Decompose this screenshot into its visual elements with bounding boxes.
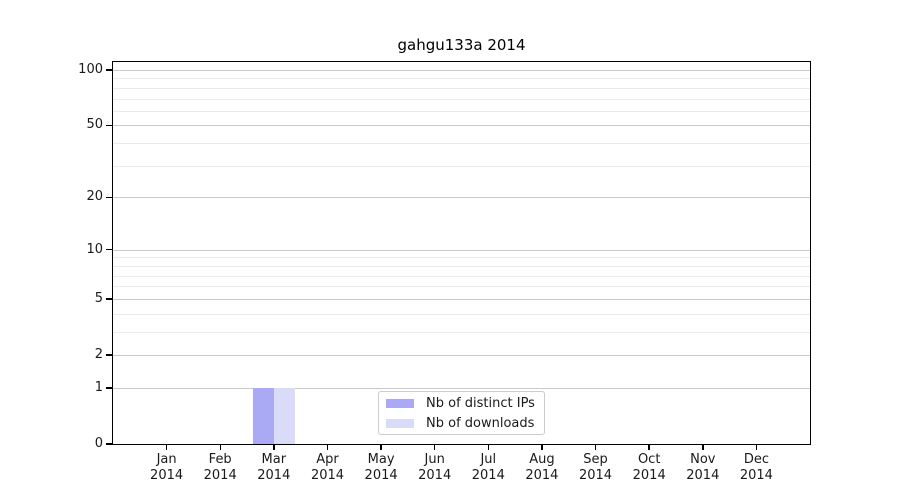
x-tick-mark [594, 444, 597, 450]
x-tick-mark [541, 444, 543, 450]
y-tick-mark [106, 248, 113, 251]
x-tick-year: 2014 [310, 468, 345, 483]
x-tick-month: Apr [316, 452, 339, 467]
x-tick-year: 2014 [418, 468, 452, 483]
minor-gridline [113, 257, 810, 259]
x-tick-mark [702, 444, 704, 450]
legend-swatch [386, 398, 414, 408]
x-tick-month: Jun [424, 452, 445, 467]
legend-swatch [386, 418, 414, 428]
x-tick-label: Mar 2014 [234, 452, 314, 484]
x-tick-mark [273, 444, 275, 450]
y-tick-mark [106, 298, 113, 300]
x-tick-year: 2014 [257, 468, 291, 483]
minor-gridline [113, 331, 810, 333]
x-tick-year: 2014 [364, 468, 398, 483]
x-tick-year: 2014 [739, 468, 773, 483]
minor-gridline [113, 165, 810, 167]
legend-label: Nb of downloads [426, 415, 535, 431]
x-tick-label: May 2014 [341, 452, 421, 484]
x-tick-label: Apr 2014 [288, 452, 368, 484]
x-tick-month: Dec [743, 452, 769, 467]
x-tick-month: Nov [690, 452, 716, 467]
major-gridline [113, 249, 810, 251]
major-gridline [113, 355, 810, 356]
legend-item: Nb of downloads [386, 416, 544, 431]
y-tick-mark [106, 124, 113, 127]
x-tick-mark [755, 444, 758, 450]
x-tick-year: 2014 [203, 468, 237, 483]
x-tick-year: 2014 [525, 468, 559, 483]
x-tick-mark [219, 444, 221, 450]
minor-gridline [113, 313, 810, 315]
minor-gridline [113, 98, 810, 100]
x-tick-label: Jul 2014 [448, 452, 528, 484]
x-tick-mark [326, 444, 329, 450]
major-gridline [113, 70, 810, 71]
x-tick-year: 2014 [150, 468, 184, 483]
x-tick-label: Oct 2014 [609, 452, 689, 484]
y-tick-label: 2 [94, 347, 103, 362]
x-tick-month: Oct [637, 452, 661, 467]
x-tick-month: Jul [480, 452, 497, 467]
x-tick-month: May [367, 452, 395, 467]
y-tick-label: 20 [86, 189, 103, 205]
x-tick-label: Sep 2014 [556, 452, 636, 484]
x-tick-month: Jan [156, 452, 177, 467]
x-tick-label: Aug 2014 [502, 452, 582, 484]
chart-title: gahgu133a 2014 [397, 36, 526, 54]
y-tick-label: 1 [94, 379, 103, 395]
x-tick-month: Sep [583, 452, 608, 467]
y-tick-mark [106, 443, 113, 445]
y-tick-label: 5 [94, 290, 103, 306]
y-tick-mark [106, 196, 113, 198]
major-gridline [113, 197, 810, 199]
x-tick-mark [433, 444, 436, 450]
x-tick-month: Aug [529, 452, 555, 467]
x-tick-label: Dec 2014 [716, 452, 796, 484]
y-tick-label: 0 [94, 436, 103, 451]
x-tick-mark [165, 444, 168, 450]
minor-gridline [113, 110, 810, 112]
minor-gridline [113, 286, 810, 288]
x-tick-mark [648, 444, 650, 450]
major-gridline [113, 125, 810, 127]
y-tick-label: 50 [86, 117, 103, 133]
legend: Nb of distinct IPs Nb of downloads [378, 391, 545, 435]
legend-label: Nb of distinct IPs [426, 395, 535, 411]
minor-gridline [113, 87, 810, 89]
y-tick-mark [106, 387, 113, 389]
x-tick-label: Nov 2014 [663, 452, 743, 484]
x-tick-year: 2014 [632, 468, 666, 483]
x-tick-month: Feb [208, 452, 232, 467]
x-tick-month: Mar [261, 452, 287, 467]
y-tick-label: 100 [78, 62, 103, 77]
y-tick-mark [106, 354, 113, 356]
x-tick-mark [380, 444, 382, 450]
minor-gridline [113, 275, 810, 277]
x-tick-mark [487, 444, 490, 450]
bar-downloads [273, 387, 295, 444]
x-tick-year: 2014 [471, 468, 505, 483]
y-tick-label: 10 [86, 241, 103, 257]
legend-item: Nb of distinct IPs [386, 396, 544, 411]
bar-distinct-ips [252, 387, 274, 444]
x-tick-year: 2014 [686, 468, 720, 483]
y-tick-mark [106, 69, 113, 71]
minor-gridline [113, 78, 810, 80]
x-tick-label: Feb 2014 [180, 452, 260, 484]
minor-gridline [113, 143, 810, 145]
x-tick-label: Jun 2014 [395, 452, 475, 484]
x-tick-year: 2014 [578, 468, 613, 483]
major-gridline [113, 387, 810, 389]
major-gridline [113, 298, 810, 300]
x-tick-label: Jan 2014 [127, 452, 207, 484]
minor-gridline [113, 265, 810, 267]
